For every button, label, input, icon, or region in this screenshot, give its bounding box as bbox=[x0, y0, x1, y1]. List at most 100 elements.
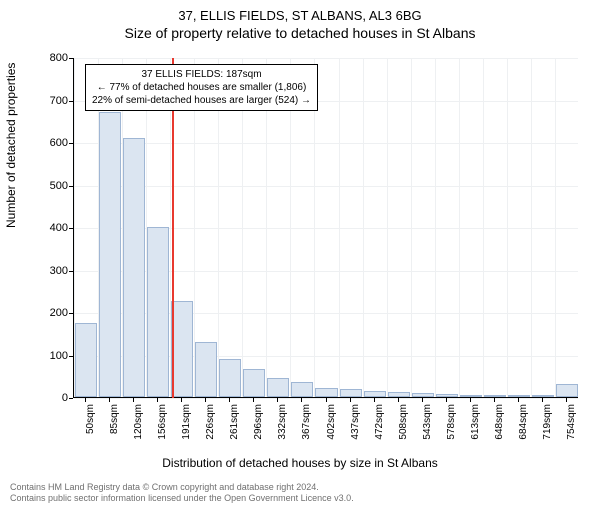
histogram-bar bbox=[267, 378, 289, 397]
x-tick-mark bbox=[398, 398, 399, 402]
y-tick-mark bbox=[69, 58, 73, 59]
histogram-bar bbox=[147, 227, 169, 397]
histogram-bar bbox=[99, 112, 121, 397]
x-tick-mark bbox=[542, 398, 543, 402]
histogram-bar bbox=[508, 395, 530, 397]
gridline-v bbox=[435, 58, 436, 397]
x-tick-label: 367sqm bbox=[301, 404, 312, 444]
x-tick-mark bbox=[109, 398, 110, 402]
chart-area: 0100200300400500600700800 50sqm85sqm120s… bbox=[55, 58, 580, 418]
y-tick-mark bbox=[69, 313, 73, 314]
histogram-bar bbox=[412, 393, 434, 397]
x-tick-mark bbox=[133, 398, 134, 402]
gridline-v bbox=[555, 58, 556, 397]
histogram-bar bbox=[315, 388, 337, 397]
gridline-v bbox=[411, 58, 412, 397]
x-tick-mark bbox=[470, 398, 471, 402]
gridline-h bbox=[74, 143, 578, 144]
x-tick-mark bbox=[181, 398, 182, 402]
x-tick-label: 332sqm bbox=[277, 404, 288, 444]
annotation-line: ← 77% of detached houses are smaller (1,… bbox=[92, 81, 311, 94]
histogram-bar bbox=[340, 389, 362, 398]
x-tick-label: 719sqm bbox=[542, 404, 553, 444]
gridline-h bbox=[74, 58, 578, 59]
y-tick-label: 200 bbox=[38, 307, 68, 319]
histogram-bar bbox=[195, 342, 217, 397]
histogram-bar bbox=[219, 359, 241, 397]
footer-line-1: Contains HM Land Registry data © Crown c… bbox=[10, 482, 590, 493]
x-tick-mark bbox=[85, 398, 86, 402]
annotation-box: 37 ELLIS FIELDS: 187sqm← 77% of detached… bbox=[85, 64, 318, 111]
y-tick-label: 100 bbox=[38, 350, 68, 362]
histogram-bar bbox=[388, 392, 410, 397]
gridline-v bbox=[363, 58, 364, 397]
annotation-line: 22% of semi-detached houses are larger (… bbox=[92, 94, 311, 107]
histogram-bar bbox=[364, 391, 386, 397]
x-tick-label: 508sqm bbox=[398, 404, 409, 444]
y-tick-mark bbox=[69, 356, 73, 357]
x-tick-label: 120sqm bbox=[133, 404, 144, 444]
y-tick-label: 600 bbox=[38, 137, 68, 149]
gridline-v bbox=[339, 58, 340, 397]
y-tick-mark bbox=[69, 398, 73, 399]
x-tick-mark bbox=[446, 398, 447, 402]
y-tick-label: 800 bbox=[38, 52, 68, 64]
chart-title: Size of property relative to detached ho… bbox=[0, 25, 600, 41]
gridline-h bbox=[74, 186, 578, 187]
x-tick-label: 684sqm bbox=[518, 404, 529, 444]
x-tick-label: 754sqm bbox=[566, 404, 577, 444]
x-tick-mark bbox=[494, 398, 495, 402]
y-tick-mark bbox=[69, 101, 73, 102]
histogram-bar bbox=[484, 395, 506, 397]
histogram-bar bbox=[460, 395, 482, 397]
x-tick-label: 648sqm bbox=[494, 404, 505, 444]
footer-attribution: Contains HM Land Registry data © Crown c… bbox=[10, 482, 590, 504]
x-tick-mark bbox=[422, 398, 423, 402]
y-tick-label: 700 bbox=[38, 95, 68, 107]
y-tick-label: 400 bbox=[38, 222, 68, 234]
gridline-v bbox=[483, 58, 484, 397]
y-tick-mark bbox=[69, 143, 73, 144]
y-tick-mark bbox=[69, 228, 73, 229]
histogram-bar bbox=[291, 382, 313, 397]
histogram-bar bbox=[171, 301, 193, 397]
y-tick-label: 500 bbox=[38, 180, 68, 192]
x-tick-mark bbox=[374, 398, 375, 402]
gridline-v bbox=[507, 58, 508, 397]
gridline-v bbox=[531, 58, 532, 397]
footer-line-2: Contains public sector information licen… bbox=[10, 493, 590, 504]
x-tick-label: 191sqm bbox=[181, 404, 192, 444]
x-tick-mark bbox=[277, 398, 278, 402]
y-tick-label: 0 bbox=[38, 392, 68, 404]
x-tick-label: 472sqm bbox=[374, 404, 385, 444]
histogram-bar bbox=[243, 369, 265, 397]
x-tick-mark bbox=[518, 398, 519, 402]
x-tick-label: 578sqm bbox=[446, 404, 457, 444]
x-tick-mark bbox=[157, 398, 158, 402]
annotation-line: 37 ELLIS FIELDS: 187sqm bbox=[92, 68, 311, 81]
x-tick-label: 50sqm bbox=[85, 404, 96, 444]
x-tick-label: 85sqm bbox=[109, 404, 120, 444]
x-tick-mark bbox=[350, 398, 351, 402]
address-title: 37, ELLIS FIELDS, ST ALBANS, AL3 6BG bbox=[0, 8, 600, 23]
x-tick-mark bbox=[301, 398, 302, 402]
y-tick-label: 300 bbox=[38, 265, 68, 277]
x-tick-label: 296sqm bbox=[253, 404, 264, 444]
x-tick-label: 261sqm bbox=[229, 404, 240, 444]
gridline-v bbox=[459, 58, 460, 397]
x-tick-mark bbox=[205, 398, 206, 402]
x-tick-label: 437sqm bbox=[350, 404, 361, 444]
x-tick-mark bbox=[253, 398, 254, 402]
x-tick-label: 156sqm bbox=[157, 404, 168, 444]
x-tick-mark bbox=[229, 398, 230, 402]
x-tick-label: 226sqm bbox=[205, 404, 216, 444]
y-tick-mark bbox=[69, 186, 73, 187]
y-axis-label: Number of detached properties bbox=[4, 63, 18, 228]
x-tick-mark bbox=[326, 398, 327, 402]
x-tick-label: 402sqm bbox=[326, 404, 337, 444]
histogram-bar bbox=[532, 395, 554, 397]
histogram-bar bbox=[123, 138, 145, 397]
x-axis-label: Distribution of detached houses by size … bbox=[0, 456, 600, 470]
gridline-v bbox=[387, 58, 388, 397]
histogram-bar bbox=[75, 323, 97, 397]
